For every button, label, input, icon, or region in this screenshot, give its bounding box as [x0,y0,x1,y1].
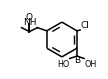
Text: O: O [26,13,33,22]
Text: HO: HO [57,60,69,69]
Text: Cl: Cl [80,21,89,30]
Text: OH: OH [84,60,97,69]
Text: B: B [74,56,80,65]
Text: NH: NH [23,18,37,27]
